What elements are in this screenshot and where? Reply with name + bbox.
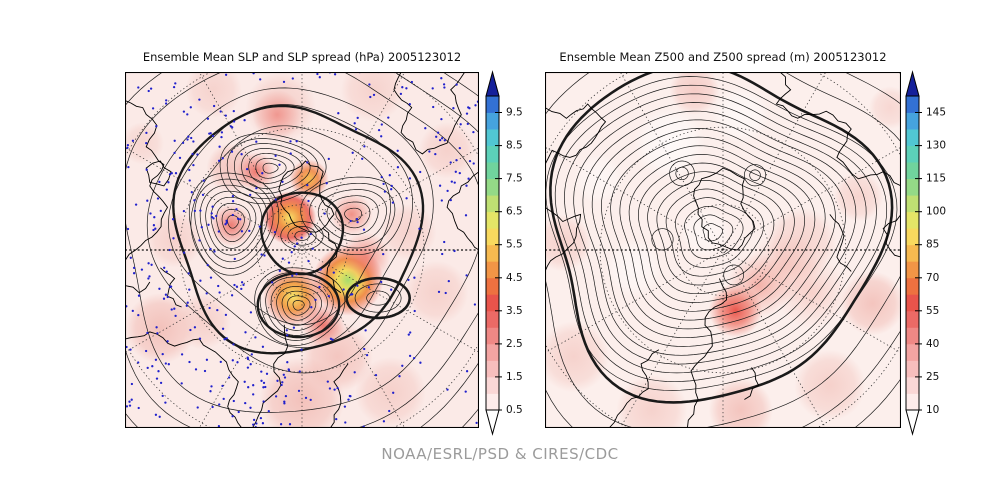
colorbar-tick-label: 4.5 (506, 272, 523, 284)
z500-panel-title: Ensemble Mean Z500 and Z500 spread (m) 2… (559, 50, 887, 64)
colorbar-tick-label: 25 (926, 371, 939, 383)
slp-colorbar: 0.5 1.5 2.5 3.5 4.5 5.5 6.5 7.5 8.5 9.5 (485, 70, 523, 436)
colorbar-tick-label: 5.5 (506, 239, 523, 251)
mean-contours (545, 72, 901, 428)
map-frame (545, 72, 901, 428)
slp-panel-title: Ensemble Mean SLP and SLP spread (hPa) 2… (142, 50, 462, 64)
colorbar-tick-label: 85 (926, 239, 939, 251)
colorbar-tick-label: 0.5 (506, 404, 523, 416)
colorbar-arrow-top (905, 70, 920, 97)
z500-map (545, 72, 901, 428)
observation-dots (125, 72, 479, 428)
z500-colorbar: 10 25 40 55 70 85 100 115 130 145 (905, 70, 946, 436)
colorbar-tick-label: 7.5 (506, 173, 523, 185)
slp-map (125, 72, 479, 428)
coastlines (125, 72, 479, 428)
map-frame (125, 72, 479, 428)
colorbar-tick-label: 115 (926, 173, 946, 185)
colorbar-tick-label: 6.5 (506, 206, 523, 218)
colorbar-tick-label: 2.5 (506, 338, 523, 350)
colorbar-tick-label: 3.5 (506, 305, 523, 317)
colorbar-arrow-bottom (905, 409, 920, 436)
colorbar-tick-label: 9.5 (506, 107, 523, 119)
credit-footer: NOAA/ESRL/PSD & CIRES/CDC (381, 445, 619, 463)
colorbar-tick-label: 100 (926, 206, 946, 218)
colorbar-arrow-top (485, 70, 500, 97)
colorbar-tick-label: 8.5 (506, 140, 523, 152)
colorbar-tick-label: 70 (926, 272, 939, 284)
colorbar-tick-label: 10 (926, 404, 939, 416)
mean-contours (125, 72, 479, 428)
colorbar-tick-label: 145 (926, 107, 946, 119)
colorbar-tick-label: 130 (926, 140, 946, 152)
colorbar-arrow-bottom (485, 409, 500, 436)
colorbar-tick-label: 55 (926, 305, 939, 317)
colorbar-tick-label: 1.5 (506, 371, 523, 383)
coastlines (545, 72, 901, 428)
colorbar-tick-label: 40 (926, 338, 939, 350)
